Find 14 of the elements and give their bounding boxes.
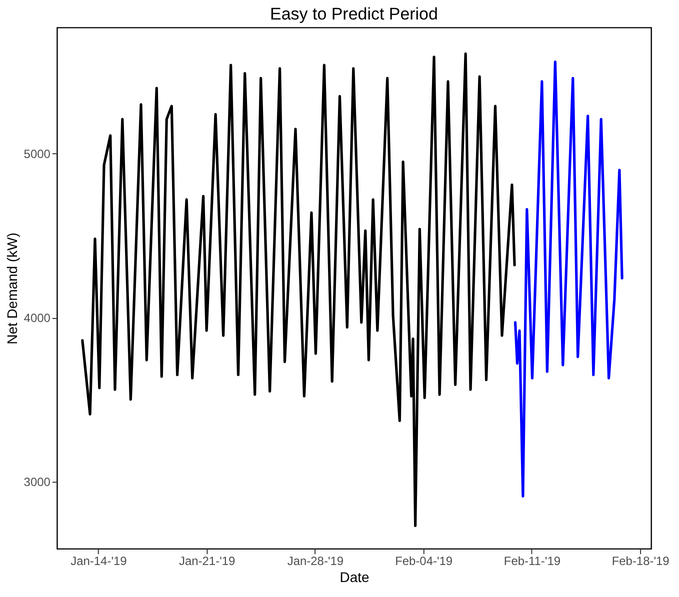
x-tick-label: Jan-21-'19	[178, 554, 236, 568]
x-tick-label: Feb-04-'19	[395, 554, 453, 568]
x-tick-label: Feb-11-'19	[504, 554, 561, 568]
line-series	[514, 60, 624, 498]
line-series	[81, 52, 516, 527]
y-axis-title: Net Demand (kW)	[4, 232, 20, 344]
y-tick-label: 4000	[24, 311, 51, 326]
x-axis-title: Date	[340, 569, 370, 586]
y-tick-label: 5000	[24, 147, 51, 162]
x-tick-label: Jan-28-'19	[287, 554, 344, 568]
y-tick-label: 3000	[24, 474, 51, 489]
x-tick-label: Jan-14-'19	[70, 554, 128, 568]
x-tick-label: Feb-18-'19	[612, 554, 670, 568]
chart-title: Easy to Predict Period	[270, 4, 438, 24]
